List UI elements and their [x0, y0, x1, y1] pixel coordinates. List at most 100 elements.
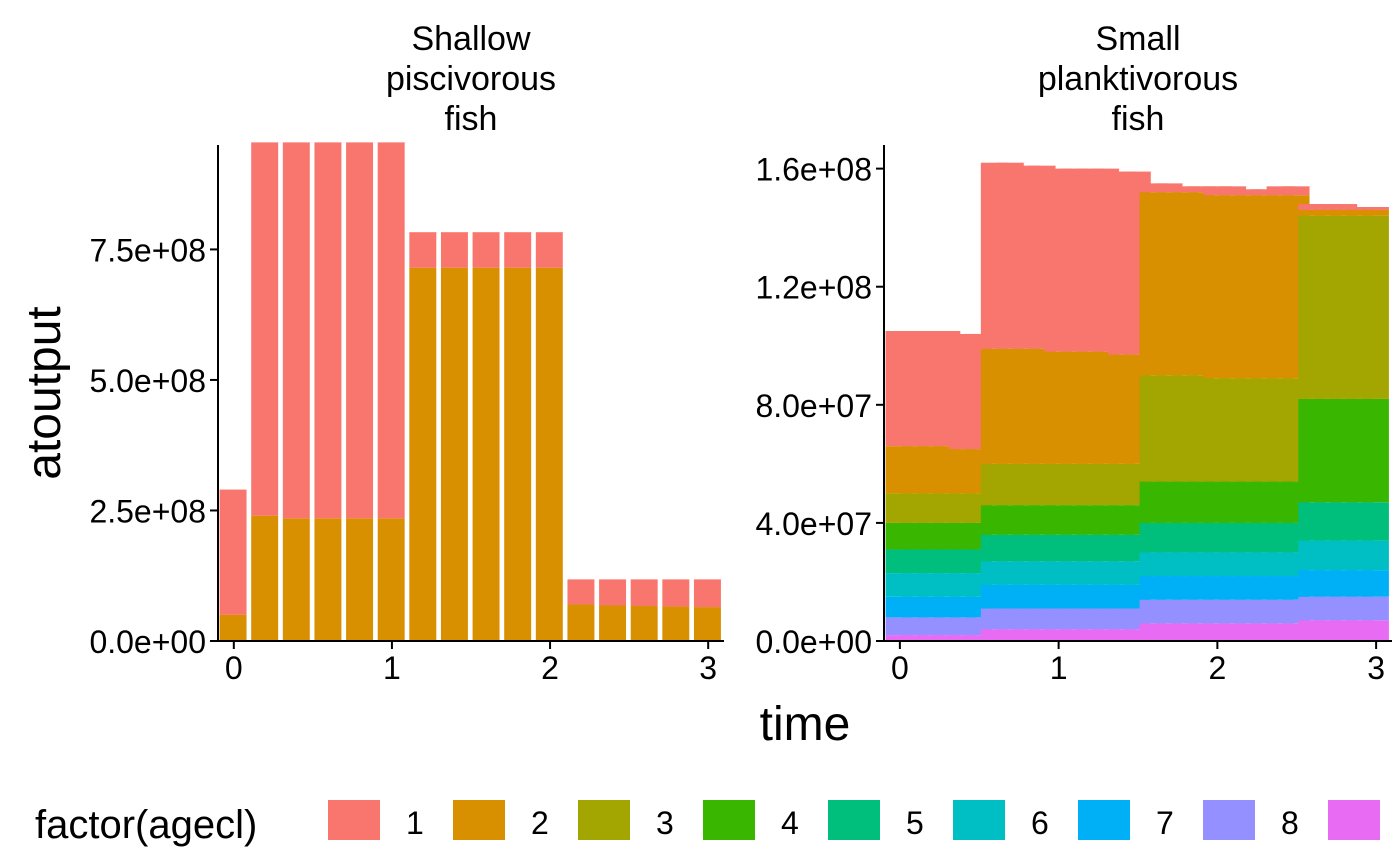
bar-segment	[885, 635, 915, 641]
legend-label: 5	[906, 805, 924, 841]
bar-segment	[630, 606, 660, 641]
bar-segment	[1028, 629, 1058, 641]
facet-panels: Shallowpiscivorousfish0.0e+002.5e+085.0e…	[89, 20, 1392, 686]
bar-segment	[346, 142, 375, 519]
bars	[219, 142, 724, 641]
bar-segment	[1044, 629, 1073, 641]
legend-label: 8	[1281, 805, 1299, 841]
facet-title-line: Shallow	[411, 20, 531, 58]
bar-segment	[1139, 183, 1169, 193]
bar-segment	[1234, 189, 1264, 196]
bar-segment	[504, 232, 533, 268]
bar-segment	[1060, 629, 1089, 641]
legend-item: 8	[1203, 800, 1299, 841]
bar-segment	[662, 606, 691, 641]
bar-segment	[1361, 502, 1391, 541]
bar-segment	[1091, 629, 1121, 641]
bar-segment	[949, 635, 978, 641]
bar-segment	[1361, 570, 1391, 597]
legend-label: 4	[781, 805, 799, 841]
bar-segment	[693, 607, 723, 641]
y-axis-title: atoutput	[18, 306, 71, 479]
bar-segment	[1218, 186, 1248, 196]
x-tick-label: 3	[1367, 650, 1385, 686]
bar-segment	[535, 232, 565, 268]
bar-segment	[567, 604, 596, 641]
bar-segment	[1361, 540, 1391, 571]
bar-segment	[251, 142, 280, 516]
bar-segment	[1012, 629, 1042, 641]
legend-swatch	[953, 800, 1005, 840]
x-tick-label: 2	[1208, 650, 1226, 686]
bar-segment	[917, 635, 946, 641]
bar-segment	[1298, 204, 1327, 210]
bar-segment	[1076, 629, 1105, 641]
bar-segment	[1266, 186, 1296, 196]
bar-segment	[1314, 209, 1343, 216]
legend-label: 2	[531, 805, 549, 841]
bar-segment	[1361, 215, 1391, 399]
legend-swatch	[328, 800, 380, 840]
y-tick-label: 2.5e+08	[89, 493, 206, 529]
x-tick-label: 0	[891, 650, 909, 686]
x-tick-label: 2	[541, 650, 559, 686]
bar-segment	[1250, 189, 1280, 196]
x-tick-label: 3	[699, 650, 717, 686]
x-axis-title: time	[760, 698, 851, 751]
facet-title-line: planktivorous	[1038, 60, 1238, 98]
legend-title: factor(agecl)	[35, 803, 257, 847]
legend-label: 3	[656, 805, 674, 841]
bar-segment	[535, 267, 565, 641]
legend-item	[1328, 800, 1380, 840]
bar-segment	[630, 579, 660, 607]
legend: factor(agecl) 1 2 3 4 5 6 7 8	[35, 800, 1380, 847]
x-tick-label: 1	[1050, 650, 1068, 686]
bar-segment	[933, 635, 962, 641]
bar-segment	[567, 579, 596, 605]
bar-segment	[440, 232, 470, 268]
bars	[885, 162, 1392, 641]
bar-segment	[1282, 186, 1312, 196]
bar-segment	[314, 518, 343, 641]
legend-swatch	[828, 800, 880, 840]
facet-title-line: fish	[445, 100, 498, 138]
bar-segment	[346, 518, 375, 641]
bar-segment	[662, 579, 691, 607]
y-tick-label: 7.5e+08	[89, 232, 206, 268]
bar-segment	[314, 142, 343, 519]
legend-label: 1	[406, 805, 424, 841]
y-tick-label: 8.0e+07	[755, 388, 872, 424]
legend-item: 6	[953, 800, 1049, 841]
legend-swatch	[1078, 800, 1130, 840]
bar-segment	[1187, 186, 1216, 193]
bar-segment	[1330, 204, 1359, 210]
bar-segment	[472, 267, 502, 641]
bar-segment	[1330, 209, 1359, 216]
legend-swatch	[703, 800, 755, 840]
facet-title-line: Small	[1095, 20, 1180, 58]
bar-segment	[901, 635, 931, 641]
bar-segment	[219, 489, 249, 615]
bar-segment	[1298, 209, 1327, 216]
y-tick-label: 4.0e+07	[755, 506, 872, 542]
legend-item: 7	[1078, 800, 1174, 841]
bar-segment	[504, 267, 533, 641]
legend-item: 5	[828, 800, 924, 841]
y-tick-label: 5.0e+08	[89, 363, 206, 399]
bar-segment	[599, 605, 628, 641]
legend-item: 4	[703, 800, 799, 841]
legend-swatch	[1328, 800, 1380, 840]
legend-swatch	[453, 800, 505, 840]
bar-segment	[1345, 209, 1375, 216]
legend-item: 3	[578, 800, 674, 841]
bar-segment	[251, 515, 280, 641]
bar-segment	[693, 579, 723, 608]
bar-segment	[1107, 629, 1137, 641]
bar-segment	[1314, 204, 1343, 210]
bar-segment	[1361, 620, 1391, 641]
y-tick-label: 0.0e+00	[755, 624, 872, 660]
x-tick-label: 0	[225, 650, 243, 686]
legend-item: 2	[453, 800, 549, 841]
